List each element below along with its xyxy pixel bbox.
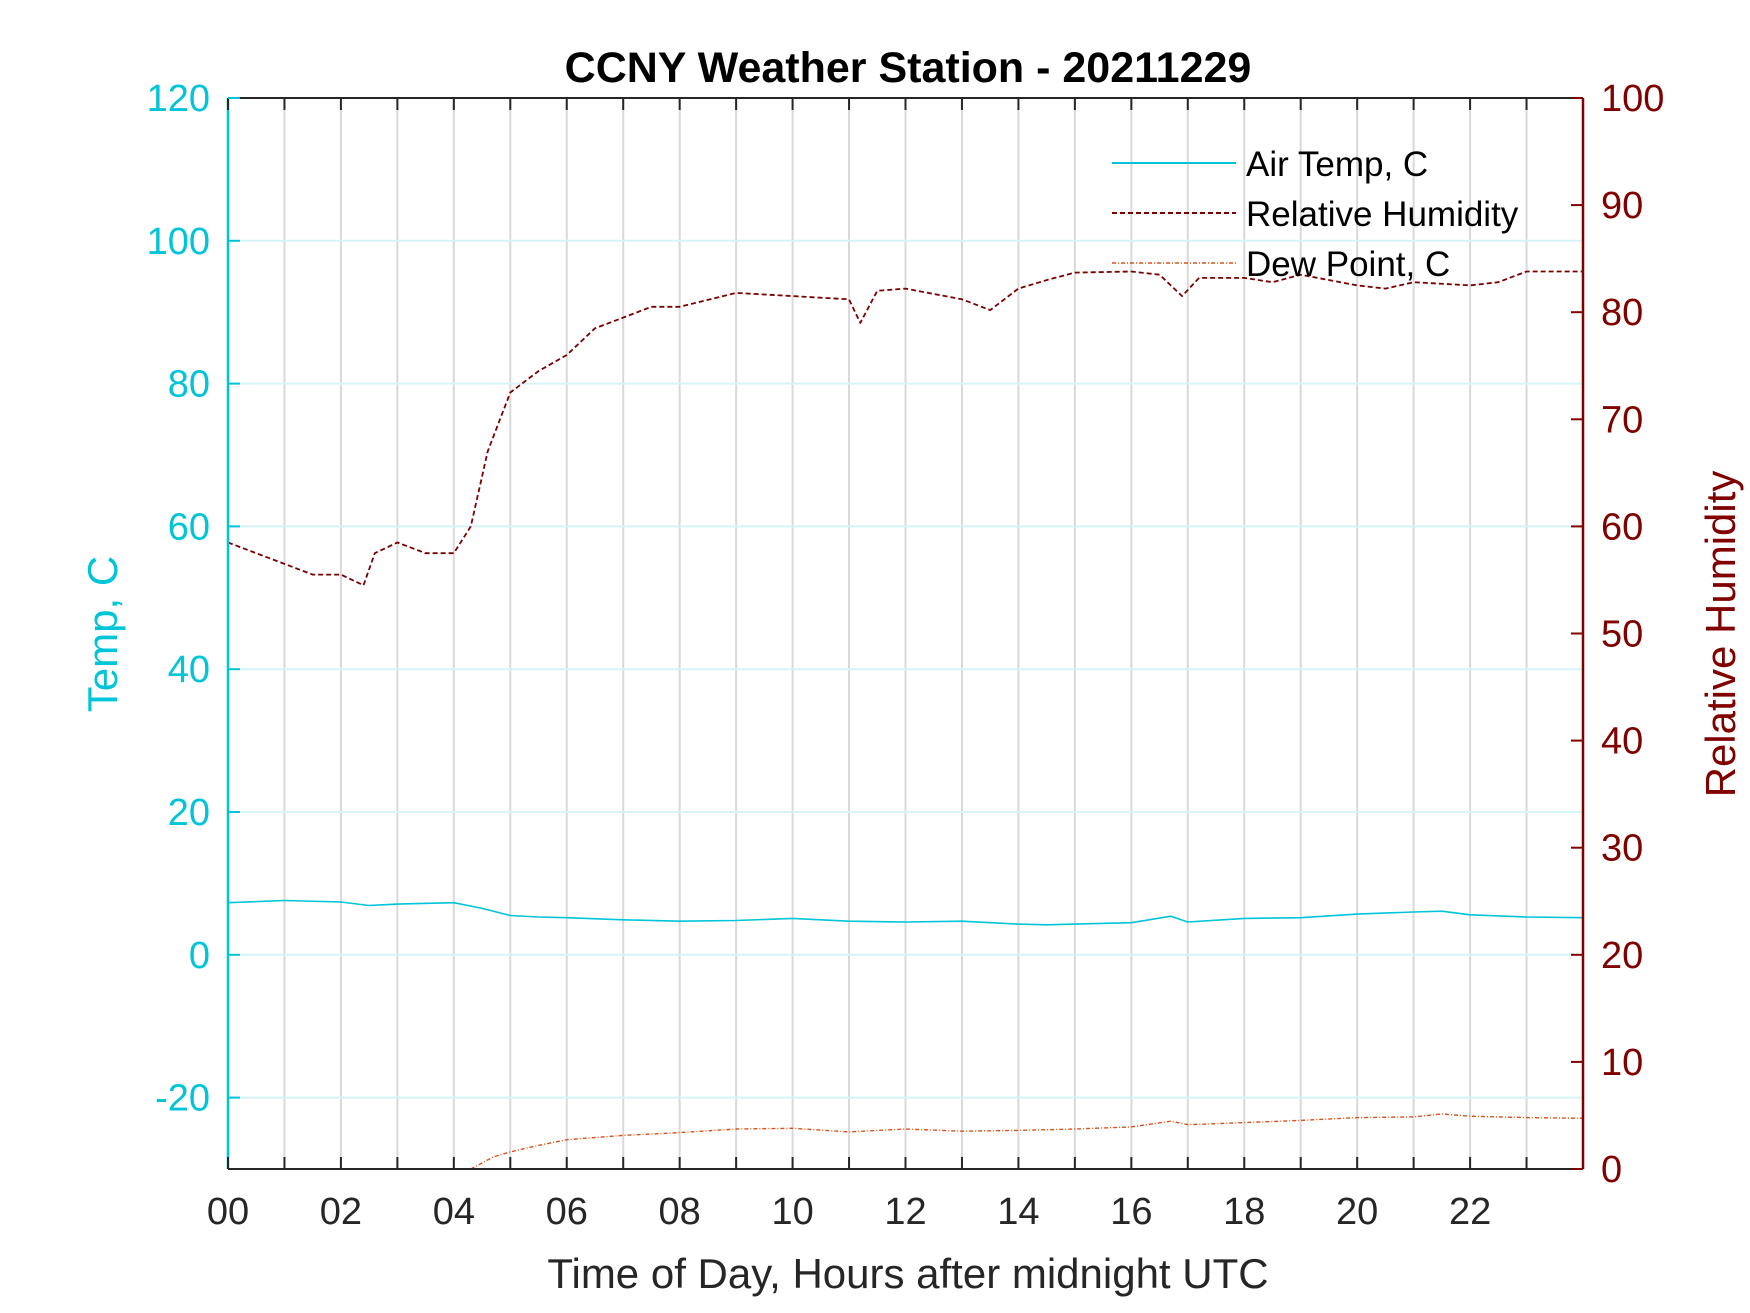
left-tick-label: -20	[155, 1078, 210, 1120]
left-axis-label: Temp, C	[79, 556, 126, 712]
right-tick-label: 40	[1601, 721, 1643, 763]
right-tick-label: 0	[1601, 1149, 1622, 1191]
x-tick-label: 14	[997, 1191, 1039, 1233]
left-tick-label: 20	[168, 792, 210, 834]
right-tick-label: 60	[1601, 506, 1643, 548]
x-tick-label: 20	[1336, 1191, 1378, 1233]
left-tick-label: 80	[168, 364, 210, 406]
tick-labels: 00 02 04 06 08 10 12 14 16 18 20 22-200204060801001…	[147, 78, 1665, 1233]
right-tick-label: 100	[1601, 78, 1664, 120]
legend-entry-air-temp: Air Temp, C	[1112, 145, 1428, 184]
legend-label-air-temp: Air Temp, C	[1246, 145, 1428, 184]
right-tick-label: 80	[1601, 292, 1643, 334]
legend-label-relative-humidity: Relative Humidity	[1246, 195, 1519, 234]
chart-title: CCNY Weather Station - 20211229	[565, 44, 1252, 92]
series-line-2	[227, 270, 1583, 587]
x-tick-label: 00	[207, 1191, 249, 1233]
legend-entry-relative-humidity: Relative Humidity	[1112, 195, 1519, 234]
x-tick-label: 04	[433, 1191, 475, 1233]
right-tick-label: 50	[1601, 614, 1643, 656]
axes	[226, 97, 1585, 1170]
x-tick-label: 16	[1110, 1191, 1152, 1233]
x-tick-label: 18	[1223, 1191, 1265, 1233]
left-tick-label: 60	[168, 506, 210, 548]
right-axis-label: Relative Humidity	[1697, 471, 1744, 798]
x-tick-label: 10	[771, 1191, 813, 1233]
left-tick-label: 100	[147, 221, 210, 263]
legend-label-dew-point: Dew Point, C	[1246, 245, 1450, 284]
grid-lines	[228, 98, 1583, 1169]
series-line-1	[227, 899, 1584, 926]
right-tick-label: 30	[1601, 828, 1643, 870]
x-tick-label: 22	[1449, 1191, 1491, 1233]
right-tick-label: 70	[1601, 399, 1643, 441]
x-tick-label: 12	[884, 1191, 926, 1233]
series-lines	[227, 270, 1584, 1170]
series-line-3	[470, 1113, 1584, 1170]
x-tick-label: 06	[546, 1191, 588, 1233]
legend: Air Temp, C Relative Humidity Dew Point,…	[1112, 145, 1519, 284]
left-tick-label: 40	[168, 649, 210, 691]
left-tick-label: 120	[147, 78, 210, 120]
left-tick-label: 0	[189, 935, 210, 977]
legend-entry-dew-point: Dew Point, C	[1112, 245, 1450, 284]
x-axis-label: Time of Day, Hours after midnight UTC	[547, 1250, 1268, 1297]
right-tick-label: 90	[1601, 185, 1643, 227]
right-tick-label: 10	[1601, 1042, 1643, 1084]
x-tick-label: 02	[320, 1191, 362, 1233]
x-tick-label: 08	[659, 1191, 701, 1233]
right-tick-label: 20	[1601, 935, 1643, 977]
